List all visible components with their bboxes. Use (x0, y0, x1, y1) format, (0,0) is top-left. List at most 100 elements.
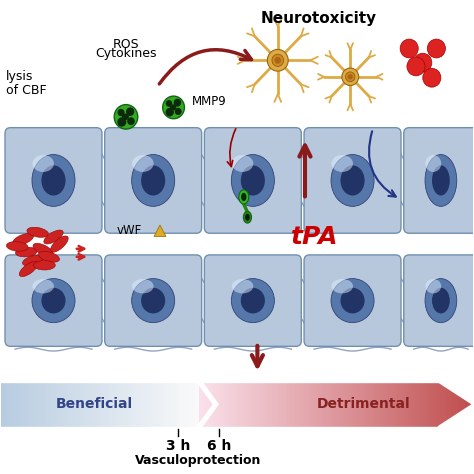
Bar (61, 382, 63, 427)
Bar (55, 382, 56, 427)
Ellipse shape (340, 288, 365, 313)
Ellipse shape (241, 288, 265, 313)
Ellipse shape (122, 113, 129, 120)
Bar (14, 382, 16, 427)
Bar (265, 382, 267, 427)
Circle shape (267, 49, 288, 71)
Bar (174, 382, 176, 427)
Bar (462, 382, 463, 427)
Ellipse shape (432, 288, 450, 313)
Bar (246, 382, 248, 427)
Bar (210, 382, 212, 427)
Circle shape (118, 118, 126, 127)
Bar (316, 382, 317, 427)
Bar (300, 382, 301, 427)
Bar (128, 382, 130, 427)
Bar (6, 382, 8, 427)
Bar (449, 382, 451, 427)
Circle shape (407, 57, 425, 76)
Circle shape (423, 68, 441, 87)
Bar (391, 382, 392, 427)
Bar (401, 382, 402, 427)
Bar (346, 382, 347, 427)
Bar (90, 382, 91, 427)
Bar (454, 382, 456, 427)
Bar (67, 382, 69, 427)
Ellipse shape (33, 243, 53, 256)
Bar (130, 382, 132, 427)
Bar (248, 382, 250, 427)
Bar (341, 382, 342, 427)
Bar (181, 382, 182, 427)
Ellipse shape (241, 193, 246, 201)
Ellipse shape (132, 155, 175, 206)
Bar (231, 382, 232, 427)
Bar (113, 382, 115, 427)
Bar (22, 382, 23, 427)
Ellipse shape (241, 165, 265, 196)
Ellipse shape (331, 155, 353, 172)
Bar (272, 382, 273, 427)
Bar (374, 382, 375, 427)
Bar (309, 382, 311, 427)
Bar (46, 382, 47, 427)
Bar (372, 382, 374, 427)
Bar (443, 382, 444, 427)
Bar (66, 382, 67, 427)
Bar (257, 382, 259, 427)
Bar (251, 382, 253, 427)
Bar (157, 382, 158, 427)
Bar (176, 382, 177, 427)
Bar (337, 382, 339, 427)
Bar (465, 382, 466, 427)
Bar (243, 382, 245, 427)
Bar (293, 382, 295, 427)
Bar (102, 382, 103, 427)
Circle shape (427, 39, 446, 58)
Ellipse shape (132, 279, 175, 323)
Bar (471, 382, 473, 427)
Bar (312, 382, 314, 427)
Circle shape (127, 117, 135, 125)
Bar (91, 382, 92, 427)
Bar (212, 382, 213, 427)
Bar (399, 382, 401, 427)
Bar (118, 382, 119, 427)
Bar (137, 382, 138, 427)
Bar (458, 382, 460, 427)
Bar (88, 382, 90, 427)
Ellipse shape (132, 155, 154, 172)
Bar (143, 382, 144, 427)
Polygon shape (1, 427, 474, 473)
Bar (433, 382, 435, 427)
Bar (375, 382, 377, 427)
Circle shape (166, 100, 172, 107)
Bar (308, 382, 309, 427)
Ellipse shape (340, 165, 365, 196)
Bar (30, 382, 31, 427)
FancyBboxPatch shape (404, 255, 474, 346)
Ellipse shape (27, 227, 48, 237)
Bar (11, 382, 12, 427)
Ellipse shape (32, 279, 75, 323)
Bar (86, 382, 88, 427)
Ellipse shape (425, 155, 457, 206)
Bar (17, 382, 18, 427)
Bar (245, 382, 246, 427)
Bar (236, 382, 237, 427)
Circle shape (174, 108, 182, 115)
Bar (342, 382, 344, 427)
Bar (353, 382, 355, 427)
Bar (155, 382, 157, 427)
Ellipse shape (432, 165, 450, 196)
Bar (3, 382, 5, 427)
Bar (367, 382, 369, 427)
Bar (319, 382, 320, 427)
Bar (408, 382, 410, 427)
Bar (330, 382, 331, 427)
Bar (162, 382, 163, 427)
Bar (48, 382, 50, 427)
Bar (352, 382, 353, 427)
Text: Cytokines: Cytokines (95, 47, 157, 60)
Bar (256, 382, 257, 427)
